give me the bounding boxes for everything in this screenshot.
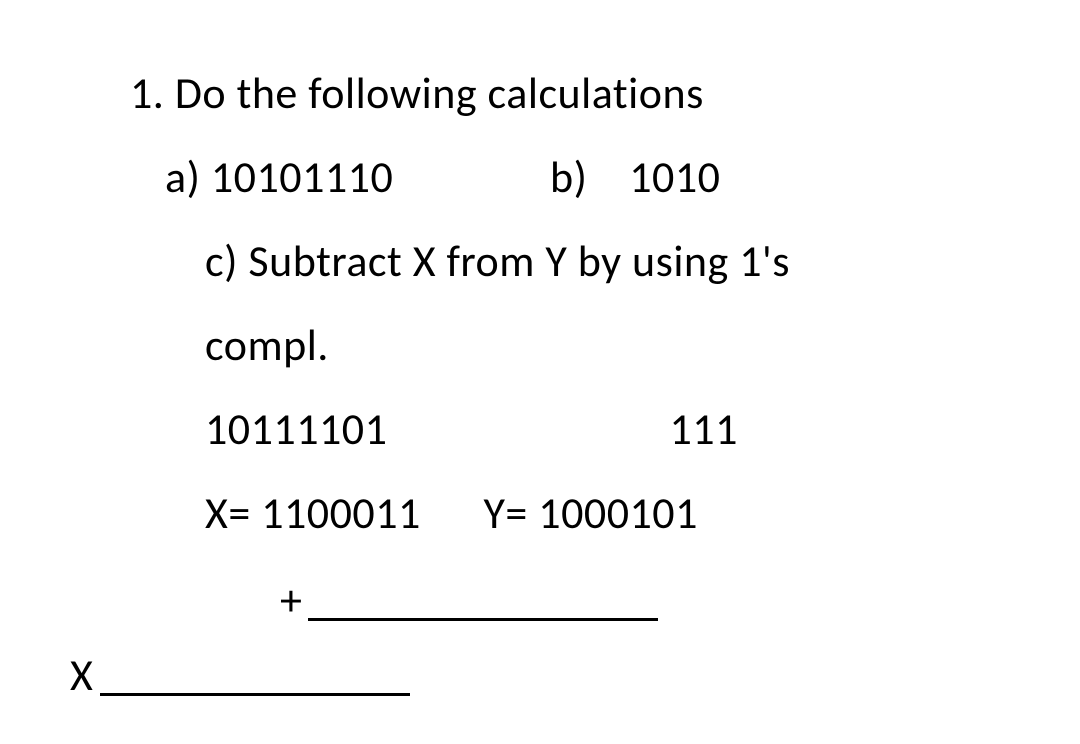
xy-values-line: X= 1100011 Y= 1000101	[205, 480, 1020, 546]
x-underline	[100, 693, 410, 696]
plus-underline	[308, 618, 658, 621]
question-title: 1. Do the following calculations	[130, 60, 1020, 126]
binary-values-line: 10111101 111	[205, 396, 1020, 462]
x-sign: X	[70, 648, 93, 702]
plus-sign: +	[280, 573, 302, 627]
part-a-b-line: a) 10101110 b) 1010	[165, 144, 1020, 210]
x-blank-row: X	[70, 656, 1020, 706]
part-c-line2: compl.	[205, 312, 1020, 378]
plus-blank-row: +	[280, 581, 1020, 631]
part-c-line1: c) Subtract X from Y by using 1's	[205, 228, 1020, 294]
